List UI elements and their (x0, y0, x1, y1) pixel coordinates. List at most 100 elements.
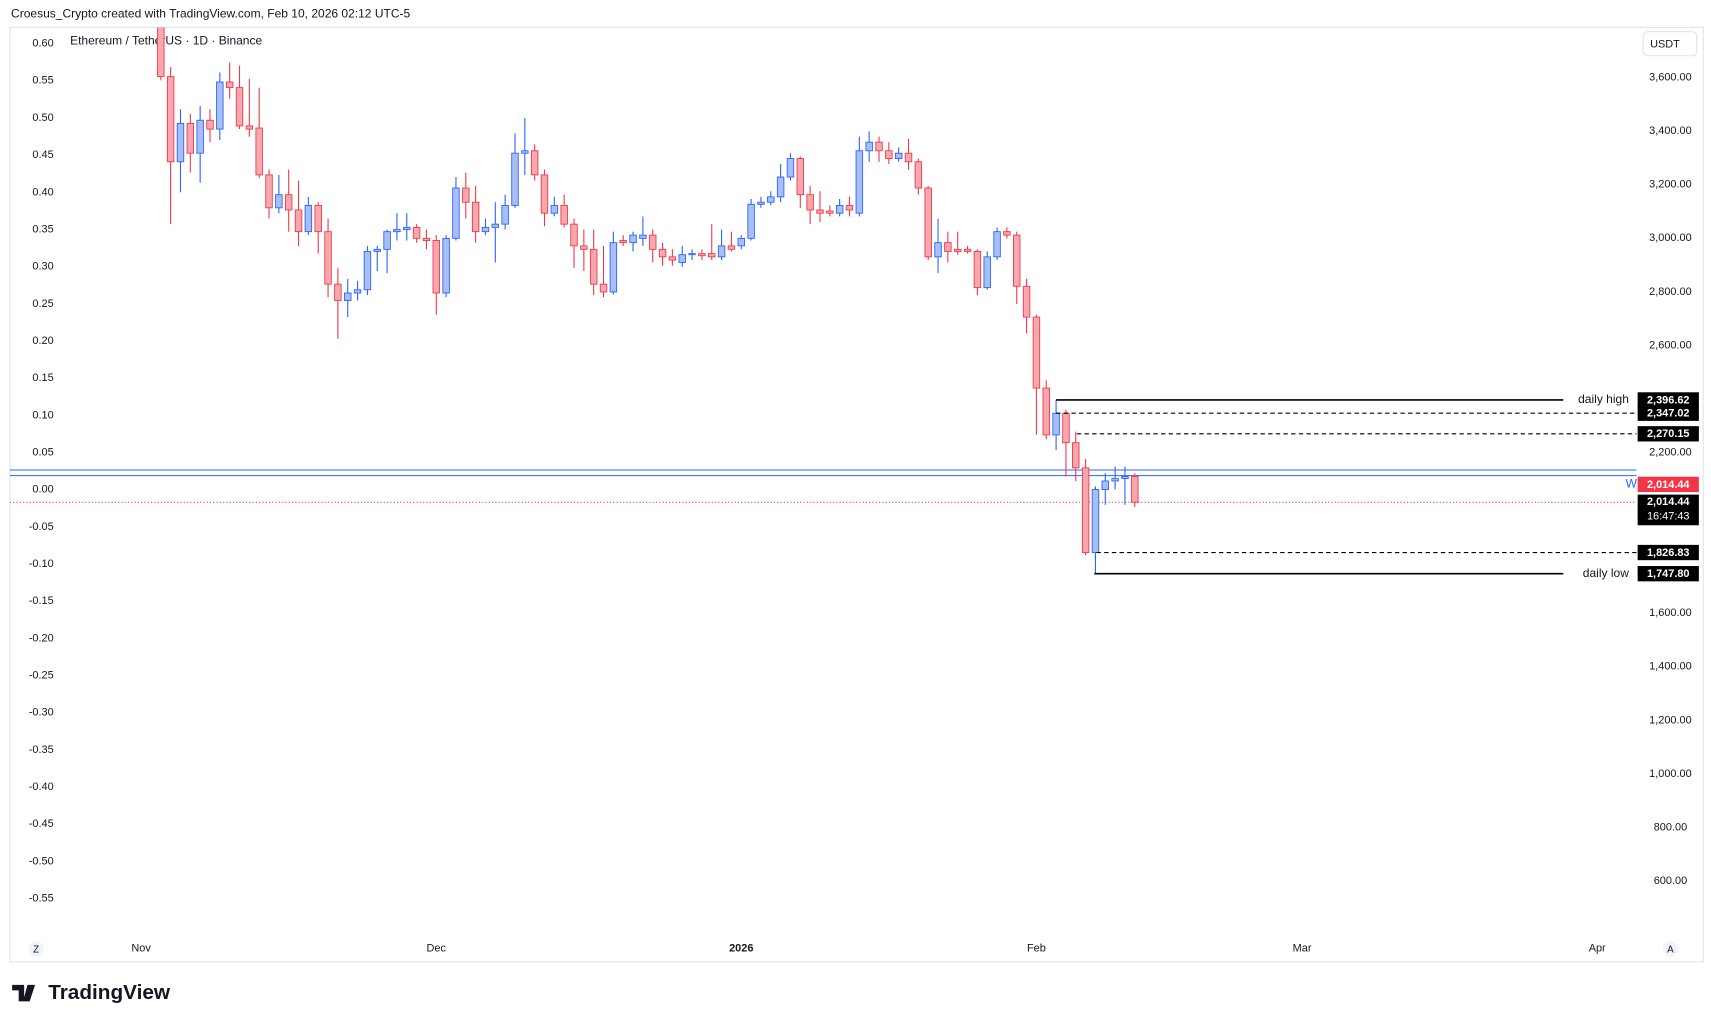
candle-body (176, 123, 185, 163)
candle-body (1022, 285, 1031, 318)
a-button[interactable] (1662, 941, 1679, 957)
candle-body (501, 204, 509, 225)
candle-body (265, 174, 273, 209)
x-tick-label: Feb (1027, 943, 1046, 955)
level-tag: 1,826.83 (1647, 547, 1690, 559)
candle-body (294, 209, 303, 233)
candle-body (403, 226, 411, 230)
candle-body (452, 187, 460, 239)
candle-body (1003, 231, 1011, 236)
candle-body (1032, 316, 1041, 389)
candle-body (855, 150, 864, 214)
level-tag: 1,747.80 (1647, 568, 1690, 580)
candle-body (609, 242, 618, 293)
y2-tick-label: -0.05 (29, 521, 54, 533)
candle-body (521, 150, 529, 154)
candle-body (412, 226, 421, 239)
candle-body (432, 240, 440, 294)
y2-tick-label: 0.50 (32, 112, 53, 124)
y-tick-label: 2,600.00 (1649, 339, 1692, 351)
level-tag-bg (1637, 566, 1699, 582)
candle-body (1062, 412, 1070, 444)
candle-body (924, 187, 932, 258)
y2-tick-label: -0.15 (29, 595, 54, 607)
y2-tick-label: 0.55 (32, 75, 53, 87)
brand-logo (12, 984, 36, 1002)
y2-tick-label: 0.45 (32, 149, 53, 161)
candle-body (383, 231, 391, 250)
candle-body (560, 204, 568, 225)
x-tick-label: Nov (131, 943, 151, 955)
currency[interactable]: USDT (1650, 39, 1680, 51)
candle-body (796, 158, 805, 196)
candle-body (914, 161, 923, 189)
candle-body (865, 141, 873, 152)
level-name: daily low (1583, 566, 1629, 580)
candle-body (963, 248, 972, 252)
brand: TradingView (48, 981, 171, 1004)
candle-body (471, 201, 480, 233)
y2-tick-label: -0.25 (29, 669, 54, 681)
candle-body (845, 204, 854, 211)
y2-tick-label: -0.35 (29, 744, 54, 756)
y2-tick-label: 0.35 (32, 223, 53, 235)
candle-body (1111, 478, 1119, 482)
candle-body (284, 194, 293, 211)
y-tick-label: 1,200.00 (1649, 714, 1692, 726)
candle-body (275, 194, 283, 209)
a-label[interactable]: A (1667, 945, 1674, 956)
candle-body (1091, 489, 1100, 553)
candle-body (393, 229, 401, 233)
y2-tick-label: 0.00 (32, 484, 53, 496)
currency-box[interactable] (1642, 31, 1698, 57)
candle-body (1121, 475, 1129, 480)
y-tick-label: 1,400.00 (1649, 661, 1692, 673)
candle-body (678, 254, 686, 263)
candle-body (186, 123, 195, 154)
candle-body (973, 251, 982, 289)
candle-body (826, 210, 834, 214)
candle-body (747, 203, 755, 239)
candle-body (481, 226, 490, 233)
level-tag-bg (1637, 426, 1699, 442)
z-label[interactable]: Z (33, 945, 39, 956)
last-price-bg (1637, 494, 1699, 526)
z-button[interactable] (28, 941, 44, 957)
candle-body (353, 289, 362, 294)
candle-body (816, 209, 824, 214)
candle-body (442, 237, 450, 294)
candle-body (166, 76, 175, 163)
level-name: daily high (1578, 392, 1629, 406)
candle-body (304, 204, 313, 233)
candle-body (363, 251, 372, 291)
candle-body (767, 196, 775, 203)
last-price-label: 2,014.44 (1647, 496, 1690, 508)
candle-body (1052, 412, 1060, 436)
candle-body (658, 248, 667, 258)
weekly-label: W (1626, 477, 1638, 491)
y2-tick-label: 0.15 (32, 372, 53, 384)
candle-body (619, 240, 627, 244)
level-tag-bg (1637, 405, 1699, 421)
y2-tick-label: 0.40 (32, 186, 53, 198)
candle-body (206, 119, 214, 130)
candle-body (599, 283, 608, 293)
candle-body (737, 237, 745, 247)
y2-tick-label: 0.30 (32, 261, 53, 273)
candle-body (1072, 442, 1080, 469)
candle-body (550, 204, 559, 214)
candle-body (1042, 387, 1050, 436)
candle-body (835, 204, 844, 214)
candle-body (511, 152, 519, 206)
y2-tick-label: -0.30 (29, 707, 54, 719)
candle-body (1013, 234, 1021, 287)
y-tick-label: 3,400.00 (1649, 125, 1692, 137)
candle-body (776, 176, 785, 198)
y-tick-label: 3,600.00 (1649, 72, 1692, 84)
y2-tick-label: 0.20 (32, 335, 53, 347)
candle-body (373, 248, 381, 252)
candle-body (196, 119, 204, 154)
y2-tick-label: 0.10 (32, 409, 53, 421)
y-tick-label: 3,200.00 (1649, 179, 1692, 191)
